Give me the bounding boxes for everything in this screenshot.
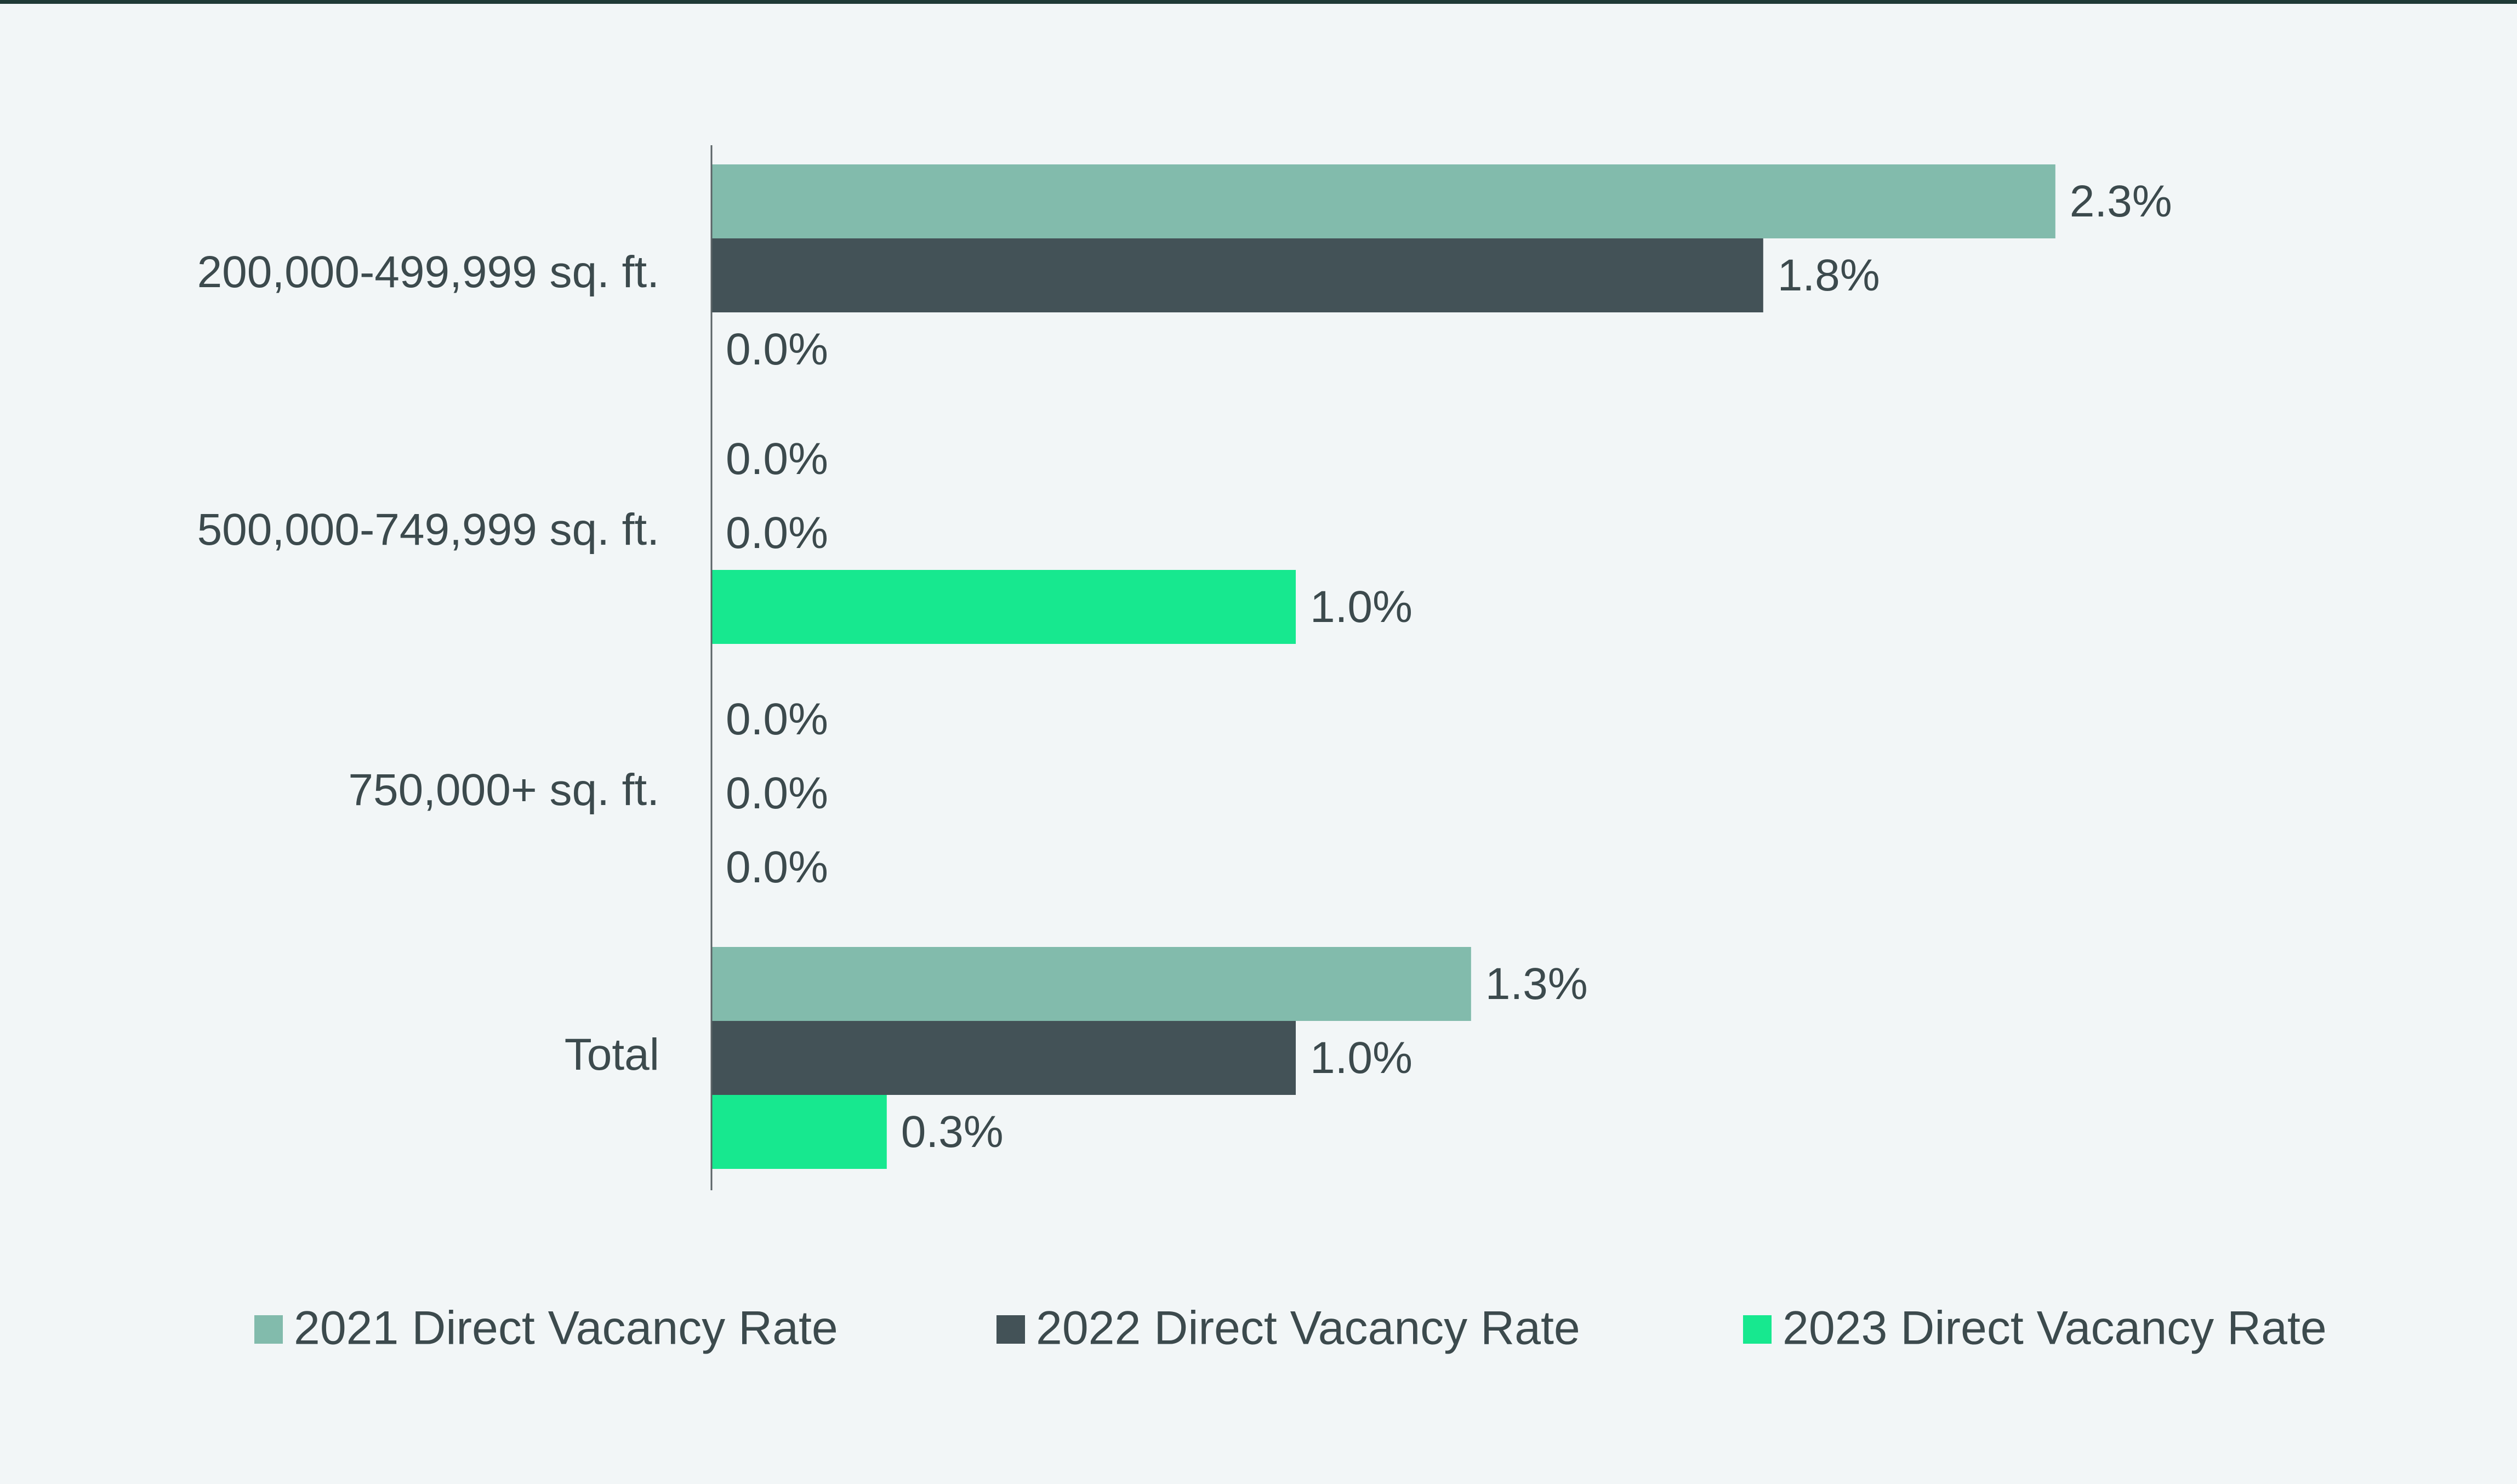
data-label: 0.0% [726, 324, 828, 374]
data-label: 0.3% [901, 1107, 1004, 1157]
legend-swatch [254, 1315, 283, 1344]
bar [711, 947, 1471, 1021]
data-label: 0.0% [726, 508, 828, 558]
bar [711, 164, 2055, 238]
data-label: 0.0% [726, 768, 828, 818]
data-label: 0.0% [726, 434, 828, 484]
legend-label: 2021 Direct Vacancy Rate [294, 1302, 838, 1355]
legend-label: 2022 Direct Vacancy Rate [1036, 1302, 1580, 1355]
top-rule [0, 0, 2517, 4]
bar [711, 1021, 1296, 1095]
data-label: 0.0% [726, 842, 828, 892]
legend-swatch [996, 1315, 1025, 1344]
legend-label: 2023 Direct Vacancy Rate [1783, 1302, 2327, 1355]
legend: 2021 Direct Vacancy Rate 2022 Direct Vaca… [254, 1302, 2327, 1355]
bar [711, 238, 1763, 312]
value-labels: 2.3% 1.8% 0.0% 0.0% 0.0% 1.0% 0.0% 0.0% 0.0% 1.3%… [726, 176, 2172, 1157]
category-label: 200,000-499,999 sq. ft. [197, 247, 659, 297]
data-label: 1.0% [1310, 1033, 1413, 1083]
bar [711, 570, 1296, 644]
category-label: 750,000+ sq. ft. [348, 765, 659, 815]
category-label: 500,000-749,999 sq. ft. [197, 505, 659, 555]
category-label: Total [565, 1030, 659, 1080]
data-label: 2.3% [2070, 176, 2172, 226]
category-labels: 200,000-499,999 sq. ft. 500,000-749,999 s… [197, 247, 659, 1080]
legend-swatch [1743, 1315, 1772, 1344]
data-label: 1.8% [1778, 250, 1880, 300]
bars-layer [711, 164, 2055, 1169]
data-label: 0.0% [726, 694, 828, 744]
data-label: 1.3% [1485, 959, 1588, 1009]
bar [711, 1095, 887, 1169]
data-label: 1.0% [1310, 582, 1413, 632]
